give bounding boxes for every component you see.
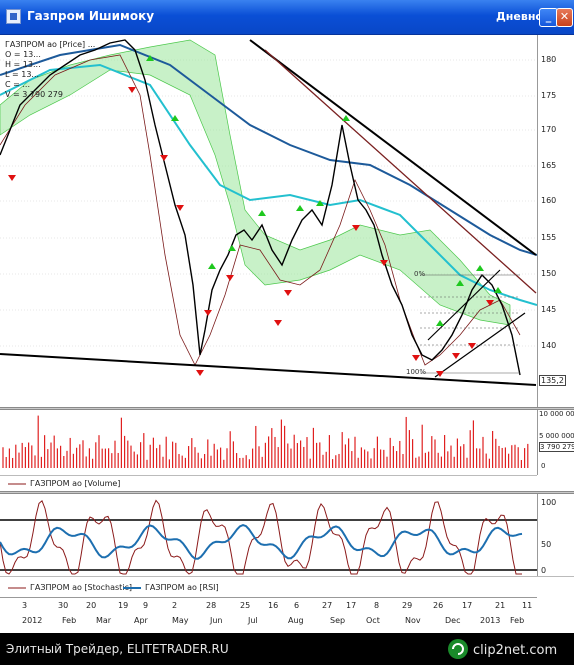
date-day-label: 21 [495, 601, 506, 610]
window-title: Газпром Ишимоку [27, 9, 155, 23]
date-day-label: 29 [402, 601, 413, 610]
current-volume-label: 3 790 279 [539, 442, 574, 452]
stochastic-line [0, 499, 522, 575]
date-day-label: 6 [294, 601, 300, 610]
volume-chart [2, 415, 529, 468]
date-day-label: 2 [172, 601, 178, 610]
date-month-label: 2012 [22, 616, 43, 625]
price-info-box: ГАЗПРОМ ао [Price] ... O = 13... H = 13.… [5, 40, 95, 100]
close-button[interactable]: ✕ [556, 8, 573, 27]
price-info-low: L = 13... [5, 70, 40, 79]
price-info-close: C = ... [5, 80, 31, 89]
price-info-high: H = 13... [5, 60, 41, 69]
clip2net-logo-text: clip2net.com [473, 643, 557, 658]
scale-label-150: 150 [541, 269, 557, 278]
clip2net-logo-icon [448, 639, 468, 659]
price-info-open: O = 13... [5, 50, 41, 59]
scale-label-170: 170 [541, 125, 557, 134]
osc-scale-50: 50 [541, 540, 552, 549]
volume-legend: ГАЗПРОМ ао [Volume] [30, 479, 121, 488]
date-month-label: Jul [248, 616, 258, 625]
date-day-label: 16 [268, 601, 279, 610]
volume-legend-bar: ГАЗПРОМ ао [Volume] [0, 475, 537, 492]
price-panel[interactable]: 0% 100% ГАЗПРОМ ао [Price] ... O = 13...… [0, 35, 538, 407]
price-info-volume: V = 3 790 279 [5, 90, 63, 99]
clip2net-logo[interactable]: clip2net.com [446, 637, 568, 661]
volume-scale-zero: 0 [541, 462, 546, 470]
price-info-series: ГАЗПРОМ ао [Price] ... [5, 40, 96, 49]
scale-label-175: 175 [541, 91, 557, 100]
footer-bar: Элитный Трейдер, ELITETRADER.RU clip2net… [0, 633, 574, 665]
date-day-label: 30 [58, 601, 69, 610]
sell-signal-markers [8, 87, 494, 377]
upper-trendline [249, 39, 537, 256]
volume-bars [2, 415, 529, 468]
scale-label-180: 180 [541, 55, 557, 64]
price-chart: 0% 100% [0, 39, 538, 386]
osc-scale-100: 100 [541, 498, 557, 507]
date-day-label: 20 [86, 601, 97, 610]
app-icon [6, 9, 21, 24]
interval-label: Дневной [496, 10, 551, 23]
support-trendline [0, 353, 537, 386]
price-scale[interactable]: 180 175 170 165 160 155 150 145 140 135,… [537, 35, 574, 407]
date-month-label: Jun [210, 616, 223, 625]
current-price-label: 135,2 [539, 375, 566, 386]
date-month-label: May [172, 616, 189, 625]
date-day-label: 19 [118, 601, 129, 610]
date-month-label: Aug [288, 616, 304, 625]
date-day-label: 26 [433, 601, 444, 610]
scale-label-160: 160 [541, 196, 557, 205]
volume-osc-divider[interactable] [0, 491, 574, 494]
fast-moving-average [0, 63, 538, 306]
volume-scale[interactable]: 10 000 000 5 000 000 3 790 279 0 [537, 410, 574, 475]
scale-label-140: 140 [541, 341, 557, 350]
volume-scale-mid: 5 000 000 [539, 432, 574, 440]
date-day-label: 25 [240, 601, 251, 610]
fib-top-label: 0% [414, 270, 425, 278]
date-axis[interactable]: 3 30 20 19 9 2 28 25 16 6 27 17 8 29 26 17 21 11 2012 Feb M… [0, 597, 537, 631]
window-titlebar[interactable]: Газпром Ишимоку Дневной _ ✕ [0, 0, 574, 35]
fib-bottom-label: 100% [406, 368, 426, 376]
rsi-line [0, 524, 523, 560]
price-volume-divider[interactable] [0, 407, 574, 410]
date-month-label: Apr [134, 616, 148, 625]
ichimoku-cloud [0, 39, 511, 326]
date-day-label: 17 [346, 601, 357, 610]
rsi-legend: ГАЗПРОМ ао [RSI] [145, 583, 219, 592]
date-month-label: 2013 [480, 616, 501, 625]
volume-panel[interactable] [0, 410, 537, 475]
date-day-label: 11 [522, 601, 533, 610]
date-day-label: 28 [206, 601, 217, 610]
volume-scale-max: 10 000 000 [539, 410, 574, 418]
date-month-label: Dec [445, 616, 461, 625]
osc-legend-bar: ГАЗПРОМ ао [Stochastic] ГАЗПРОМ ао [RSI] [0, 576, 574, 598]
date-month-label: Feb [62, 616, 77, 625]
scale-label-165: 165 [541, 161, 557, 170]
price-line [0, 39, 521, 376]
date-day-label: 27 [322, 601, 333, 610]
date-day-label: 9 [143, 601, 149, 610]
date-month-label: Oct [366, 616, 380, 625]
date-month-label: Sep [330, 616, 346, 625]
oscillator-chart [0, 499, 537, 575]
channel-line-upper [427, 269, 501, 341]
oscillator-panel[interactable] [0, 494, 537, 576]
resistance-trendline [264, 49, 537, 294]
oscillator-scale[interactable]: 100 50 0 [537, 494, 574, 576]
tenkan-line [0, 54, 521, 366]
scale-label-155: 155 [541, 233, 557, 242]
date-month-label: Mar [96, 616, 112, 625]
slow-moving-average [0, 43, 538, 256]
footer-credit: Элитный Трейдер, ELITETRADER.RU [6, 642, 229, 656]
osc-scale-0: 0 [541, 566, 547, 575]
date-day-label: 17 [462, 601, 473, 610]
date-day-label: 8 [374, 601, 380, 610]
buy-signal-markers [146, 55, 502, 326]
date-day-label: 3 [22, 601, 28, 610]
date-month-label: Nov [405, 616, 421, 625]
scale-label-145: 145 [541, 305, 557, 314]
date-month-label: Feb [510, 616, 525, 625]
stochastic-legend: ГАЗПРОМ ао [Stochastic] [30, 583, 133, 592]
